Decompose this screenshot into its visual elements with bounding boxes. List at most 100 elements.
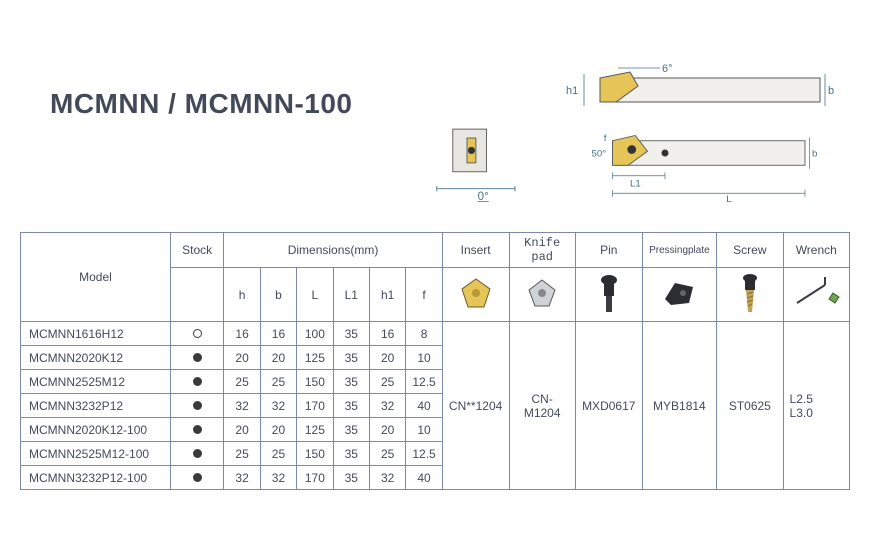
diagram-top-view: 6° h1 b (560, 60, 840, 120)
cell-model: MCMNN3232P12-100 (21, 466, 171, 490)
stock-filled-icon (193, 353, 202, 362)
cell-h1: 25 (369, 370, 405, 394)
cell-model: MCMNN1616H12 (21, 322, 171, 346)
technical-diagrams: 0° 6° h1 b 50° f b L1 L (420, 60, 840, 215)
label-angle0: 0° (478, 191, 489, 202)
header-L-col: L (297, 268, 333, 322)
cell-stock (170, 394, 224, 418)
cell-stock (170, 322, 224, 346)
header-insert: Insert (442, 233, 509, 268)
label-angle50: 50° (592, 149, 607, 160)
cell-wrench-code: L2.5L3.0 (783, 322, 849, 490)
diagram-front-view: 50° f b L1 L (560, 132, 840, 202)
specification-table: Model Stock Dimensions(mm) Insert Knife … (20, 232, 850, 490)
cell-L1: 35 (333, 418, 369, 442)
cell-h1: 20 (369, 418, 405, 442)
stock-filled-icon (193, 449, 202, 458)
cell-f: 8 (406, 322, 442, 346)
cell-h1: 25 (369, 442, 405, 466)
header-knife: Knife pad (509, 233, 575, 268)
stock-filled-icon (193, 401, 202, 410)
header-pin: Pin (575, 233, 642, 268)
cell-stock (170, 442, 224, 466)
cell-L1: 35 (333, 394, 369, 418)
cell-f: 10 (406, 346, 442, 370)
cell-plate-code: MYB1814 (642, 322, 717, 490)
cell-L: 150 (297, 370, 333, 394)
cell-model: MCMNN3232P12 (21, 394, 171, 418)
header-dimensions: Dimensions(mm) (224, 233, 442, 268)
cell-knife-code: CN-M1204 (509, 322, 575, 490)
cell-b: 25 (260, 370, 296, 394)
cell-h1: 16 (369, 322, 405, 346)
wrench-size-2: L3.0 (790, 406, 845, 420)
stock-filled-icon (193, 473, 202, 482)
cell-stock (170, 346, 224, 370)
cell-f: 12.5 (406, 442, 442, 466)
header-L1-col: L1 (333, 268, 369, 322)
header-h: h (224, 268, 260, 322)
cell-insert-code: CN**1204 (442, 322, 509, 490)
label-f: f (604, 133, 607, 144)
header-plate: Pressingplate (642, 233, 717, 268)
cell-h1: 20 (369, 346, 405, 370)
cell-pin-code: MXD0617 (575, 322, 642, 490)
cell-model: MCMNN2525M12-100 (21, 442, 171, 466)
cell-h: 25 (224, 442, 260, 466)
cell-b: 25 (260, 442, 296, 466)
diagram-side-view: 0° (420, 122, 530, 202)
cell-L: 170 (297, 466, 333, 490)
cell-b: 32 (260, 466, 296, 490)
cell-L: 150 (297, 442, 333, 466)
header-f-col: f (406, 268, 442, 322)
cell-b: 16 (260, 322, 296, 346)
icon-pin (575, 268, 642, 322)
cell-model: MCMNN2020K12 (21, 346, 171, 370)
header-stock-blank (170, 268, 224, 322)
wrench-size-1: L2.5 (790, 392, 845, 406)
cell-h: 25 (224, 370, 260, 394)
cell-L1: 35 (333, 442, 369, 466)
cell-L: 100 (297, 322, 333, 346)
cell-model: MCMNN2525M12 (21, 370, 171, 394)
header-h1-col: h1 (369, 268, 405, 322)
cell-L: 170 (297, 394, 333, 418)
cell-h: 32 (224, 394, 260, 418)
header-stock: Stock (170, 233, 224, 268)
stock-filled-icon (193, 425, 202, 434)
cell-h: 32 (224, 466, 260, 490)
cell-b: 20 (260, 346, 296, 370)
header-wrench: Wrench (783, 233, 849, 268)
icon-plate (642, 268, 717, 322)
label-L: L (726, 194, 732, 202)
cell-L: 125 (297, 418, 333, 442)
header-screw: Screw (717, 233, 783, 268)
stock-filled-icon (193, 377, 202, 386)
icon-wrench (783, 268, 849, 322)
cell-f: 12.5 (406, 370, 442, 394)
cell-h1: 32 (369, 466, 405, 490)
cell-h: 16 (224, 322, 260, 346)
label-b-top: b (828, 85, 834, 97)
table-row: MCMNN1616H12161610035168CN**1204CN-M1204… (21, 322, 850, 346)
stock-open-icon (193, 329, 202, 338)
label-L1: L1 (630, 178, 641, 189)
icon-screw (717, 268, 783, 322)
label-angle6: 6° (662, 63, 673, 75)
cell-h: 20 (224, 346, 260, 370)
cell-stock (170, 370, 224, 394)
cell-L1: 35 (333, 370, 369, 394)
cell-b: 20 (260, 418, 296, 442)
cell-L1: 35 (333, 466, 369, 490)
cell-h: 20 (224, 418, 260, 442)
cell-L: 125 (297, 346, 333, 370)
cell-f: 40 (406, 394, 442, 418)
cell-model: MCMNN2020K12-100 (21, 418, 171, 442)
header-model: Model (21, 233, 171, 322)
icon-knife-pad (509, 268, 575, 322)
cell-L1: 35 (333, 322, 369, 346)
cell-b: 32 (260, 394, 296, 418)
cell-L1: 35 (333, 346, 369, 370)
cell-screw-code: ST0625 (717, 322, 783, 490)
cell-stock (170, 466, 224, 490)
